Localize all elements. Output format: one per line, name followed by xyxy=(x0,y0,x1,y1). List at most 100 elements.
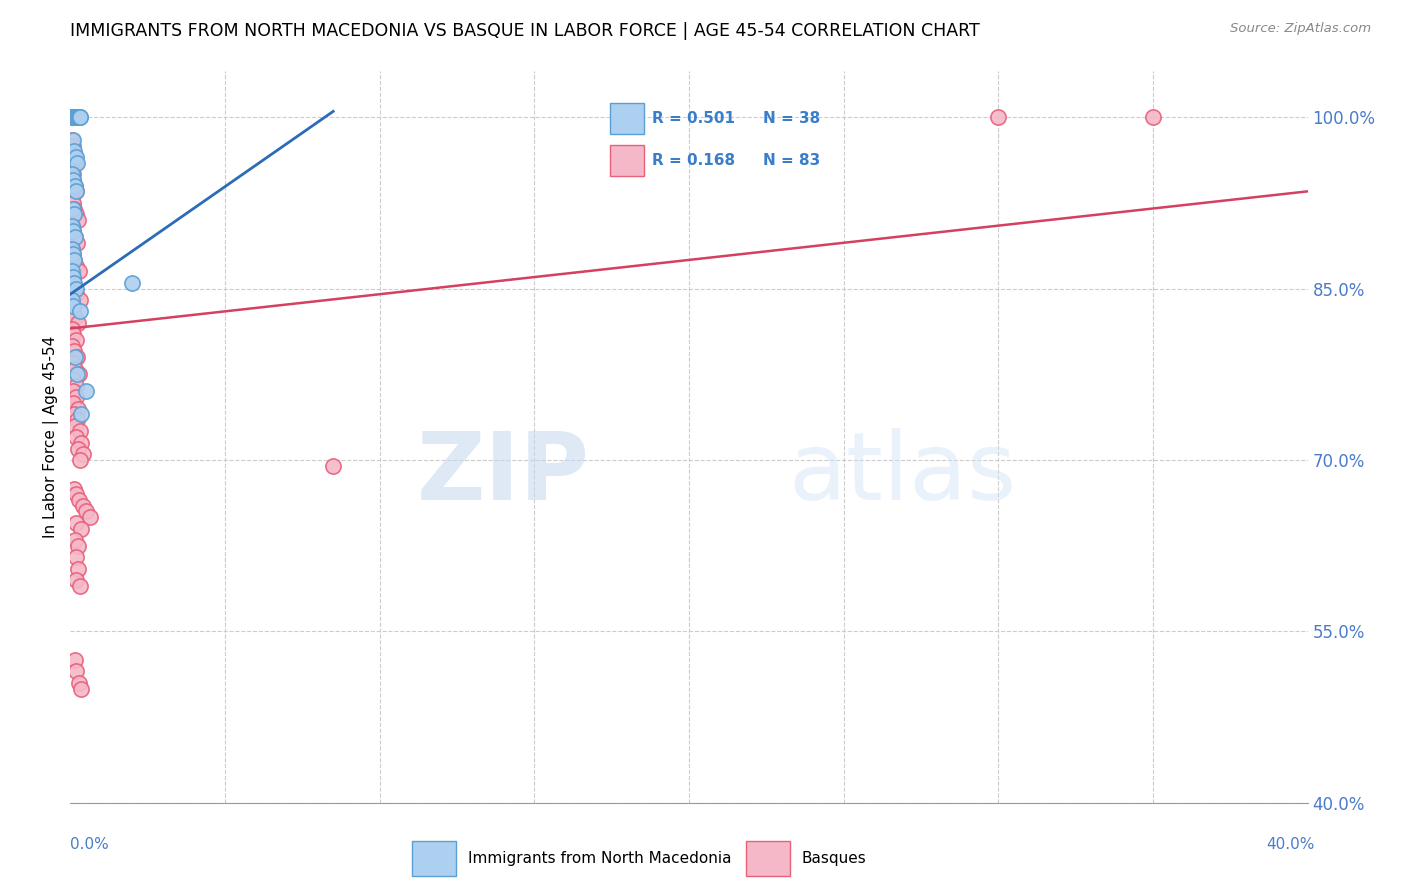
Point xyxy=(63,150,86,164)
Point xyxy=(63,110,86,124)
Point xyxy=(62,110,84,124)
Point xyxy=(60,339,83,353)
Point xyxy=(62,327,84,342)
Text: R = 0.168: R = 0.168 xyxy=(652,153,735,168)
Point xyxy=(63,207,86,221)
Point xyxy=(65,110,87,124)
Point xyxy=(70,407,93,421)
Point xyxy=(62,173,84,187)
Point xyxy=(67,316,90,330)
Point xyxy=(65,390,87,404)
Point xyxy=(65,185,87,199)
Point xyxy=(70,521,93,535)
Point xyxy=(70,435,93,450)
Point xyxy=(63,145,86,159)
Point xyxy=(63,482,86,496)
Point xyxy=(63,276,86,290)
Point xyxy=(65,487,87,501)
Point xyxy=(69,425,91,439)
Point xyxy=(62,138,84,153)
Point xyxy=(72,499,94,513)
Point xyxy=(63,230,86,244)
Point xyxy=(65,150,87,164)
Point xyxy=(62,224,84,238)
Point xyxy=(66,350,89,364)
Text: N = 38: N = 38 xyxy=(763,112,821,127)
Point xyxy=(60,219,83,233)
Point xyxy=(60,161,83,176)
Point xyxy=(63,653,86,667)
Point xyxy=(62,304,84,318)
Point xyxy=(60,133,83,147)
Point xyxy=(62,247,84,261)
Point xyxy=(60,110,83,124)
Point xyxy=(67,110,90,124)
Point xyxy=(60,321,83,335)
Point xyxy=(62,145,84,159)
Point xyxy=(62,110,84,124)
Point xyxy=(67,401,90,416)
Bar xyxy=(610,103,644,135)
Point xyxy=(65,110,87,124)
Point xyxy=(63,178,86,193)
Point xyxy=(63,252,86,267)
Point xyxy=(322,458,344,473)
Point xyxy=(63,281,86,295)
Point xyxy=(67,264,90,278)
Point xyxy=(62,133,84,147)
Point xyxy=(67,213,90,227)
Point xyxy=(62,356,84,370)
Point xyxy=(121,276,143,290)
Point xyxy=(69,579,91,593)
Point xyxy=(63,344,86,359)
Point xyxy=(65,573,87,587)
Point xyxy=(63,230,86,244)
Point xyxy=(63,252,86,267)
Point xyxy=(72,447,94,461)
Point xyxy=(69,110,91,124)
Bar xyxy=(747,841,790,876)
Point xyxy=(75,384,97,399)
Text: Source: ZipAtlas.com: Source: ZipAtlas.com xyxy=(1230,22,1371,36)
Point xyxy=(67,368,90,382)
Text: atlas: atlas xyxy=(787,427,1017,520)
Y-axis label: In Labor Force | Age 45-54: In Labor Force | Age 45-54 xyxy=(44,336,59,538)
Point xyxy=(67,442,90,456)
Bar xyxy=(412,841,456,876)
Point xyxy=(63,156,86,170)
Text: 0.0%: 0.0% xyxy=(70,837,110,852)
Point xyxy=(62,396,84,410)
Point xyxy=(69,304,91,318)
Point xyxy=(62,167,84,181)
Point xyxy=(62,270,84,285)
Point xyxy=(63,310,86,324)
Point xyxy=(65,333,87,347)
Point xyxy=(63,350,86,364)
Point xyxy=(60,167,83,181)
Point xyxy=(62,110,84,124)
Point xyxy=(60,190,83,204)
Point xyxy=(70,681,93,696)
Point xyxy=(62,276,84,290)
Point xyxy=(65,287,87,301)
Point xyxy=(65,281,87,295)
Point xyxy=(67,539,90,553)
Point xyxy=(62,224,84,238)
Point xyxy=(63,407,86,421)
Point xyxy=(62,373,84,387)
Point xyxy=(60,242,83,256)
Point xyxy=(65,430,87,444)
Point xyxy=(62,247,84,261)
Point xyxy=(66,110,89,124)
Point xyxy=(63,533,86,547)
Point xyxy=(63,110,86,124)
Point xyxy=(67,492,90,507)
Point xyxy=(62,202,84,216)
Text: IMMIGRANTS FROM NORTH MACEDONIA VS BASQUE IN LABOR FORCE | AGE 45-54 CORRELATION: IMMIGRANTS FROM NORTH MACEDONIA VS BASQU… xyxy=(70,22,980,40)
Point xyxy=(63,418,86,433)
Point xyxy=(65,259,87,273)
Point xyxy=(67,675,90,690)
Point xyxy=(60,242,83,256)
Point xyxy=(65,207,87,221)
Point xyxy=(75,504,97,518)
